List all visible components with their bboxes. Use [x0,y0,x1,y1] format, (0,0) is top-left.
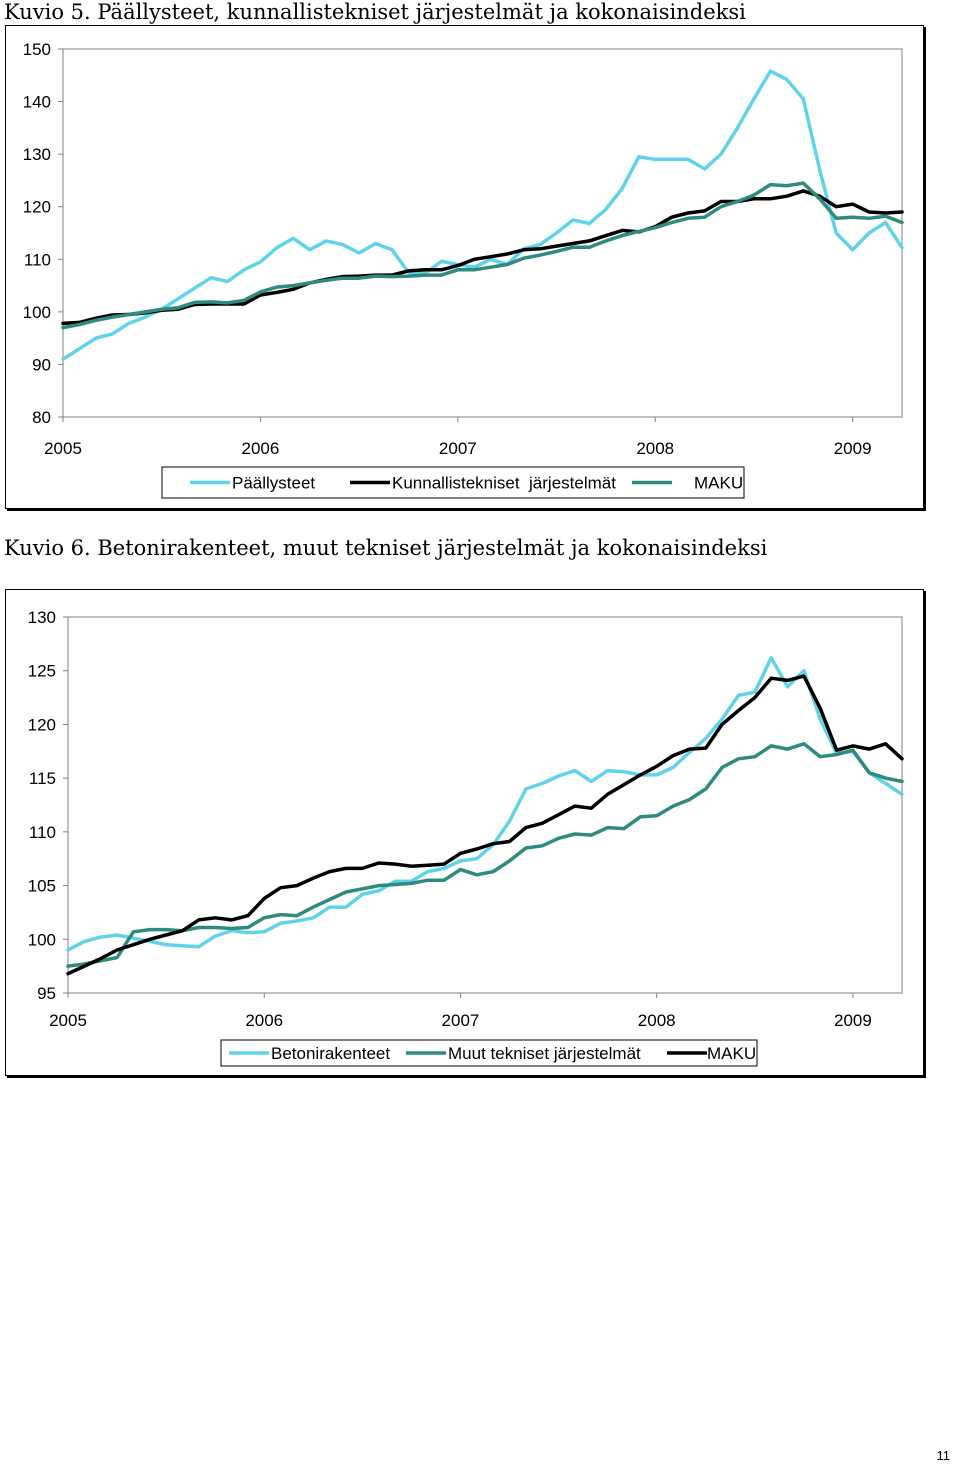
legend-label-3: MAKU [694,474,743,493]
legend-label-3: MAKU [707,1044,756,1063]
series-line-2 [61,189,904,326]
y-tick-label: 115 [29,769,56,788]
y-tick-label: 105 [28,877,56,896]
y-tick-label: 80 [32,408,51,427]
y-tick-label: 90 [32,355,51,374]
y-tick-label: 110 [29,823,56,842]
series-line-3 [61,181,904,330]
legend-label-2: Muut tekniset järjestelmät [448,1044,641,1063]
legend-label-1: Betonirakenteet [271,1044,390,1063]
series-line-1 [61,69,904,361]
y-tick-label: 120 [28,715,56,734]
x-tick-label: 2006 [241,439,279,458]
x-tick-label: 2009 [834,439,872,458]
y-tick-label: 150 [23,40,51,59]
series-line-1 [66,656,904,952]
y-tick-label: 125 [28,662,56,681]
x-tick-label: 2006 [245,1011,283,1030]
chart1-svg: 80 90 100 110 120 130 140 150 2005 2006 2007 2008 20… [23,40,904,499]
x-tick-label: 2008 [636,439,674,458]
chart1-caption: Kuvio 5. Päällysteet, kunnallistekniset … [4,0,746,24]
x-tick-label: 2005 [49,1011,87,1030]
page-number: 11 [936,1448,951,1463]
x-tick-label: 2008 [638,1011,676,1030]
chart2-svg: 95 100 105 110 115 120 125 130 2005 2006 2007 2008 2… [28,608,904,1067]
plot-area [62,48,903,418]
chart2-caption: Kuvio 6. Betonirakenteet, muut tekniset … [4,536,768,560]
x-tick-label: 2005 [44,439,82,458]
y-tick-label: 120 [23,198,51,217]
x-tick-label: 2007 [439,439,477,458]
y-tick-label: 95 [37,984,56,1003]
x-tick-label: 2007 [442,1011,480,1030]
y-tick-label: 140 [23,93,51,112]
legend-label-2: Kunnallistekniset järjestelmät [392,474,616,493]
y-tick-label: 110 [24,250,51,269]
y-tick-label: 100 [28,930,56,949]
chart1-frame: 80 90 100 110 120 130 140 150 2005 2006 2007 2008 20… [5,25,924,509]
plot-area [67,616,903,994]
legend-label-1: Päällysteet [232,474,315,493]
series-line-2 [66,742,904,968]
x-tick-label: 2009 [834,1011,872,1030]
series-line-3 [66,674,904,976]
y-tick-label: 100 [23,303,51,322]
y-tick-label: 130 [23,145,51,164]
chart2-frame: 95 100 105 110 115 120 125 130 2005 2006 2007 2008 2… [5,589,924,1076]
y-tick-label: 130 [28,608,56,627]
